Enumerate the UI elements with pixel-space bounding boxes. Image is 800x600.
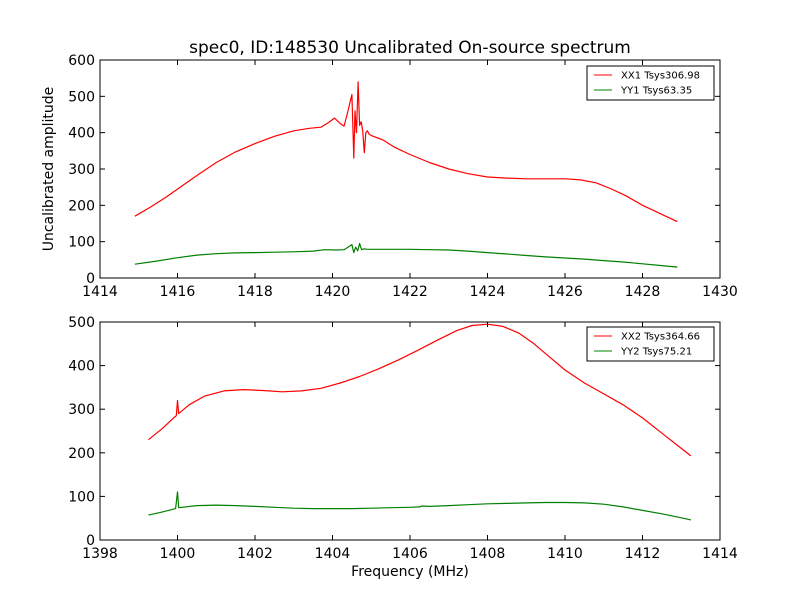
top-x-tick-label: 1422 <box>392 284 428 300</box>
top-y-tick-label: 600 <box>68 53 95 69</box>
top-y-tick-label: 0 <box>86 271 95 287</box>
bottom-x-tick-label: 1412 <box>625 546 661 562</box>
top-chart-title: spec0, ID:148530 Uncalibrated On-source … <box>189 38 631 58</box>
top-x-tick-label: 1430 <box>702 284 738 300</box>
bottom-y-tick-label: 300 <box>68 402 95 418</box>
top-x-tick-label: 1426 <box>547 284 583 300</box>
top-y-tick-label: 500 <box>68 89 95 105</box>
bottom-y-tick-label: 400 <box>68 359 95 375</box>
bottom-x-tick-label: 1406 <box>392 546 428 562</box>
bottom-y-tick-label: 200 <box>68 446 95 462</box>
top-y-tick-label: 200 <box>68 198 95 214</box>
bottom-legend-box <box>586 326 715 362</box>
top-plot-area <box>134 81 678 268</box>
bottom-y-tick-label: 100 <box>68 489 95 505</box>
bottom-x-tick-label: 1400 <box>160 546 196 562</box>
bottom-legend: XX2 Tsys364.66 YY2 Tsys75.21 <box>586 326 715 362</box>
top-x-tick-label: 1420 <box>315 284 351 300</box>
bottom-x-axis-label: Frequency (MHz) <box>351 564 469 580</box>
bottom-y-tick-label: 0 <box>86 533 95 549</box>
top-x-tick-label: 1416 <box>160 284 196 300</box>
top-subplot: spec0, ID:148530 Uncalibrated On-source … <box>41 38 738 300</box>
top-y-tick-label: 300 <box>68 162 95 178</box>
top-legend-box <box>586 65 715 101</box>
top-y-tick-label: 400 <box>68 126 95 142</box>
bottom-subplot: Frequency (MHz) 1398 1400 1402 1404 1406 1408… <box>68 315 738 580</box>
bottom-x-tick-label: 1408 <box>470 546 506 562</box>
bottom-x-tick-label: 1410 <box>547 546 583 562</box>
bottom-plot-area <box>148 323 692 521</box>
bottom-axis-ticks: 1398 1400 1402 1404 1406 1408 1410 1412 1414 0 100… <box>68 315 738 562</box>
top-x-tick-label: 1414 <box>82 284 118 300</box>
bottom-x-tick-label: 1414 <box>702 546 738 562</box>
top-legend: XX1 Tsys306.98 YY1 Tsys63.35 <box>586 65 715 101</box>
bottom-y-tick-label: 500 <box>68 315 95 331</box>
top-x-tick-label: 1428 <box>625 284 661 300</box>
top-legend-label-xx1: XX1 Tsys306.98 <box>621 71 700 82</box>
bottom-legend-label-xx2: XX2 Tsys364.66 <box>621 332 700 343</box>
top-y-tick-label: 100 <box>68 235 95 251</box>
bottom-series-line-2 <box>148 491 692 521</box>
bottom-x-tick-label: 1402 <box>237 546 273 562</box>
top-x-tick-label: 1418 <box>237 284 273 300</box>
bottom-x-tick-label: 1398 <box>82 546 118 562</box>
top-x-tick-label: 1424 <box>470 284 506 300</box>
bottom-legend-label-yy2: YY2 Tsys75.21 <box>620 347 692 358</box>
bottom-series-line-1 <box>148 323 692 457</box>
top-axis-ticks: 1414 1416 1418 1420 1422 1424 1426 1428 1430 0 100… <box>68 53 738 300</box>
bottom-x-tick-label: 1404 <box>315 546 351 562</box>
top-y-axis-label: Uncalibrated amplitude <box>41 87 57 252</box>
top-series-line-2 <box>134 242 678 268</box>
top-series-line-1 <box>134 81 678 223</box>
top-legend-label-yy1: YY1 Tsys63.35 <box>620 86 692 97</box>
